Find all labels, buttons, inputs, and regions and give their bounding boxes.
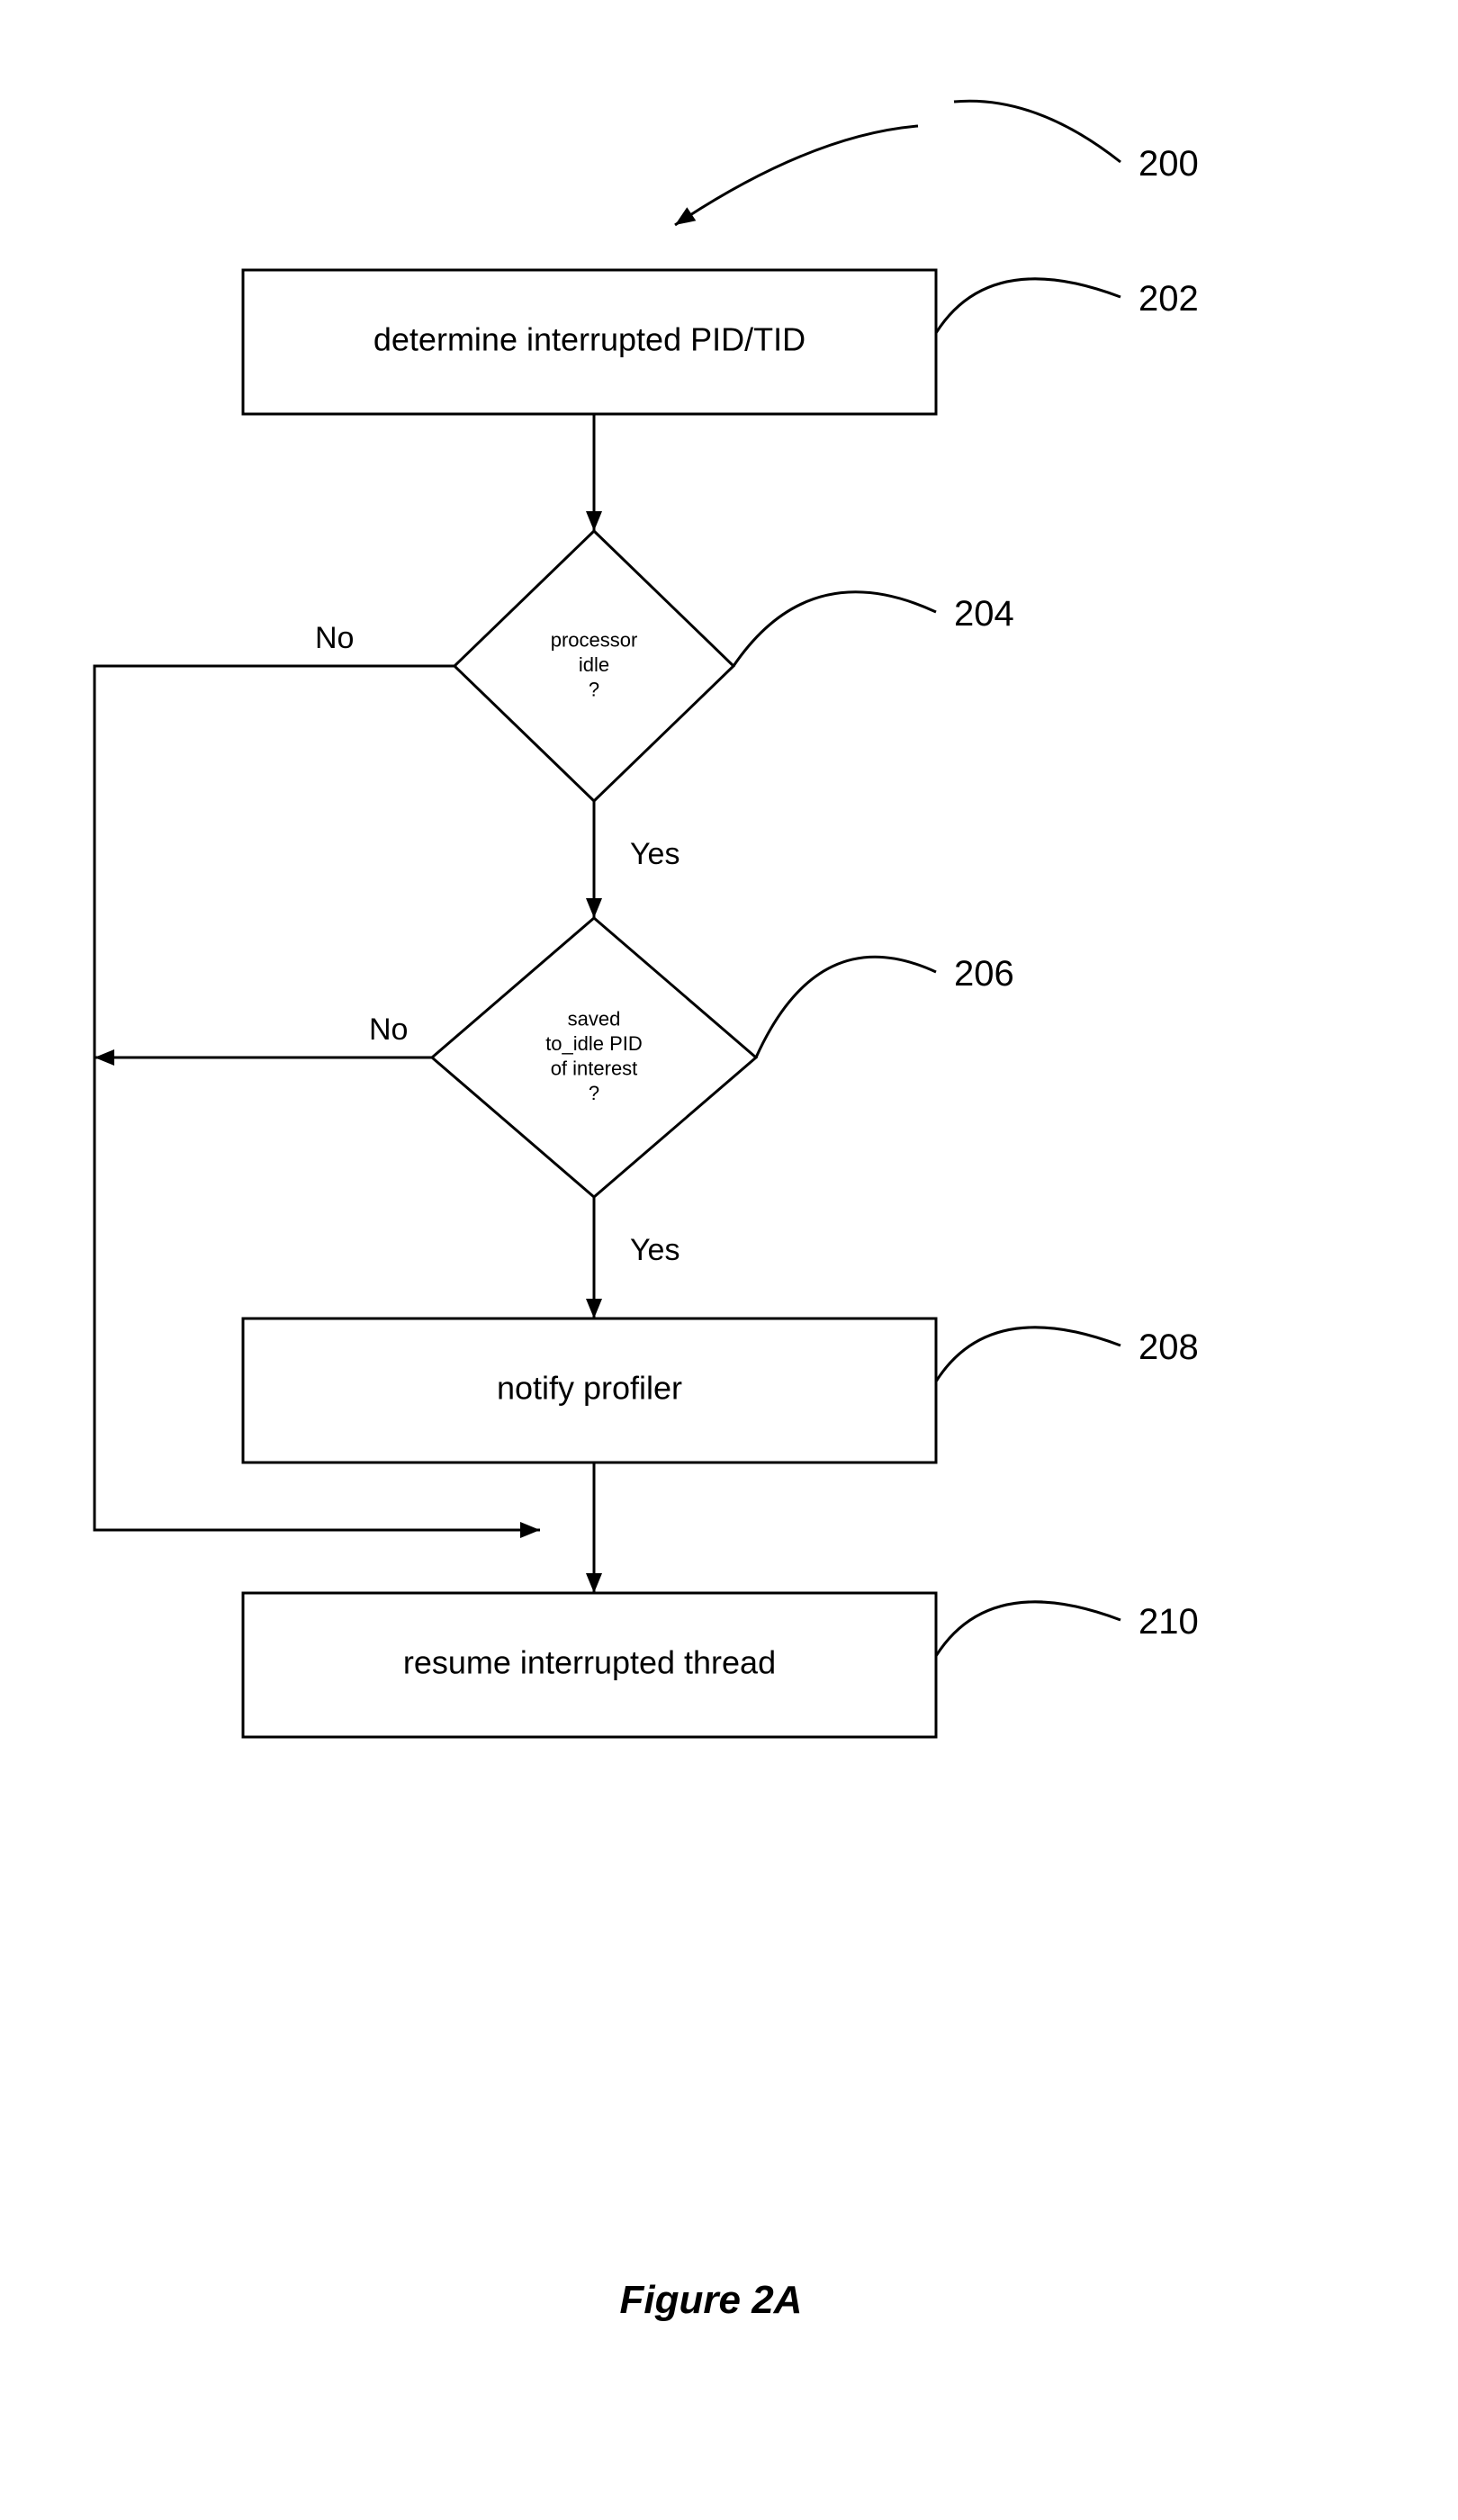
ref-label: 202 <box>1138 279 1199 319</box>
ref-connector <box>734 592 936 666</box>
ref-label: 210 <box>1138 1602 1199 1642</box>
ref-label: 206 <box>954 954 1014 994</box>
edge-e5_no204 <box>94 666 540 1530</box>
arrow-head <box>675 207 696 225</box>
diamond-label-line: ? <box>589 1082 599 1104</box>
arrow-head <box>586 511 602 531</box>
figure-caption: Figure 2A <box>620 2278 803 2322</box>
diamond-label-line: ? <box>589 678 599 700</box>
diamond-label-line: idle <box>579 653 609 676</box>
flow-rect-r208: notify profiler <box>243 1318 936 1462</box>
arrow-head <box>94 1049 114 1066</box>
ref-connector <box>936 1328 1120 1382</box>
edge-label: No <box>369 1012 408 1047</box>
ref-connector <box>936 1602 1120 1656</box>
rect-label: determine interrupted PID/TID <box>374 321 806 358</box>
edge-label: Yes <box>630 837 680 871</box>
ref-connector <box>936 279 1120 333</box>
rect-label: notify profiler <box>497 1370 682 1407</box>
rect-label: resume interrupted thread <box>403 1644 776 1681</box>
ref-label: 204 <box>954 594 1014 634</box>
edge-e7_top <box>675 126 918 225</box>
arrow-head <box>520 1522 540 1538</box>
diamond-label-line: processor <box>551 628 638 651</box>
arrow-head <box>586 1573 602 1593</box>
ref-label: 208 <box>1138 1328 1199 1367</box>
arrow-head <box>586 898 602 918</box>
arrow-head <box>586 1299 602 1318</box>
flow-diamond-d204: processoridle? <box>454 531 734 801</box>
diamond-label-line: to_idle PID <box>545 1032 643 1055</box>
edge-label: No <box>315 621 354 655</box>
flow-rect-r202: determine interrupted PID/TID <box>243 270 936 414</box>
ref-label: 200 <box>1138 144 1199 184</box>
edge-label: Yes <box>630 1233 680 1267</box>
flow-diamond-d206: savedto_idle PID of interest? <box>432 918 756 1197</box>
ref-connector <box>954 101 1120 162</box>
diamond-label-line: saved <box>568 1008 621 1030</box>
flow-rect-r210: resume interrupted thread <box>243 1593 936 1737</box>
ref-connector <box>756 957 936 1058</box>
diamond-label-line: of interest <box>551 1058 638 1080</box>
